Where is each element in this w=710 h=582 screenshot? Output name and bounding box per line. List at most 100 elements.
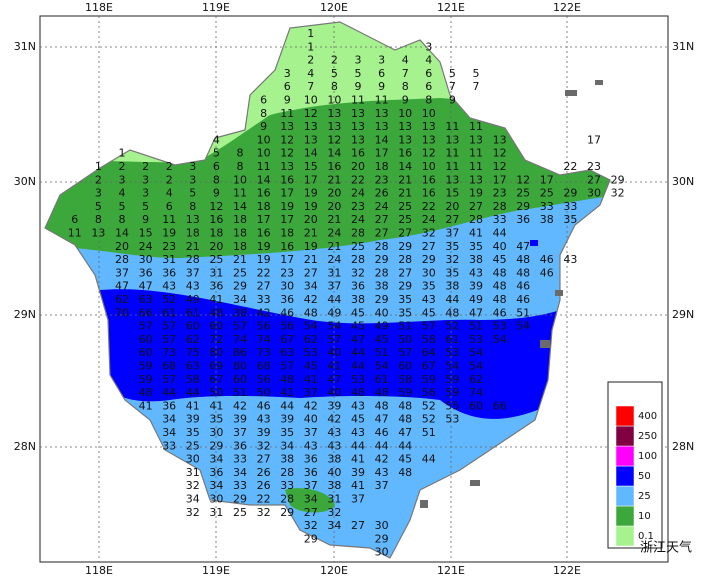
station-value: 27 (304, 506, 318, 519)
station-value: 51 (398, 320, 412, 333)
station-value: 42 (327, 413, 341, 426)
legend-label: 50 (638, 471, 651, 482)
station-value: 16 (422, 173, 436, 186)
station-value: 39 (280, 413, 294, 426)
station-value: 44 (445, 293, 459, 306)
station-value: 30 (587, 187, 601, 200)
station-value: 68 (162, 360, 176, 373)
station-value: 40 (375, 306, 389, 319)
station-value: 62 (304, 333, 318, 346)
station-value: 23 (351, 200, 365, 213)
station-value: 17 (375, 147, 389, 160)
station-value: 61 (375, 373, 389, 386)
station-value: 11 (280, 107, 294, 120)
legend-swatch (615, 485, 635, 507)
station-value: 10 (304, 94, 318, 107)
station-value: 28 (351, 227, 365, 240)
legend-label: 100 (638, 451, 657, 462)
station-value: 24 (139, 240, 153, 253)
station-value: 3 (284, 67, 291, 80)
station-value: 20 (445, 200, 459, 213)
station-value: 48 (493, 266, 507, 279)
station-value: 27 (257, 280, 271, 293)
station-value: 47 (516, 240, 530, 253)
station-value: 36 (233, 439, 247, 452)
station-value: 33 (257, 293, 271, 306)
station-value: 5 (119, 200, 126, 213)
station-value: 25 (186, 439, 200, 452)
station-value: 17 (493, 173, 507, 186)
station-value: 48 (445, 306, 459, 319)
island (555, 290, 563, 296)
station-value: 37 (186, 266, 200, 279)
station-value: 68 (257, 360, 271, 373)
station-value: 32 (257, 439, 271, 452)
station-value: 6 (166, 200, 173, 213)
station-value: 41 (209, 399, 223, 412)
station-value: 58 (186, 373, 200, 386)
station-value: 24 (422, 213, 436, 226)
station-value: 15 (304, 160, 318, 173)
lon-label-top: 121E (437, 1, 465, 14)
station-value: 5 (355, 67, 362, 80)
station-value: 33 (563, 200, 577, 213)
station-value: 33 (493, 213, 507, 226)
station-value: 35 (209, 413, 223, 426)
station-value: 19 (469, 187, 483, 200)
station-value: 44 (375, 439, 389, 452)
station-value: 2 (331, 54, 338, 67)
station-value: 17 (587, 133, 601, 146)
station-value: 13 (469, 133, 483, 146)
station-value: 38 (540, 213, 554, 226)
station-value: 13 (375, 120, 389, 133)
lon-label-top: 119E (202, 1, 230, 14)
station-value: 20 (209, 240, 223, 253)
station-value: 10 (398, 107, 412, 120)
station-value: 10 (233, 173, 247, 186)
station-value: 53 (445, 346, 459, 359)
station-value: 26 (257, 466, 271, 479)
lat-label-right: 29N (672, 308, 694, 321)
station-value: 46 (540, 253, 554, 266)
station-value: 45 (351, 320, 365, 333)
station-value: 48 (304, 306, 318, 319)
station-value: 28 (280, 466, 294, 479)
station-value: 26 (375, 187, 389, 200)
station-value: 13 (445, 133, 459, 146)
station-value: 59 (139, 373, 153, 386)
station-value: 38 (469, 253, 483, 266)
station-value: 46 (493, 306, 507, 319)
station-value: 6 (284, 80, 291, 93)
station-value: 11 (445, 160, 459, 173)
station-value: 51 (516, 306, 530, 319)
station-value: 11 (68, 227, 82, 240)
station-value: 48 (280, 373, 294, 386)
lat-label-left: 31N (14, 40, 36, 53)
station-value: 12 (516, 173, 530, 186)
station-value: 46 (375, 426, 389, 439)
station-value: 43 (186, 280, 200, 293)
station-value: 32 (422, 227, 436, 240)
station-value: 14 (375, 133, 389, 146)
station-value: 21 (327, 213, 341, 226)
station-value: 38 (375, 280, 389, 293)
station-value: 21 (233, 253, 247, 266)
station-value: 66 (493, 399, 507, 412)
station-value: 29 (233, 280, 247, 293)
station-value: 3 (142, 173, 149, 186)
station-value: 13 (351, 120, 365, 133)
station-value: 40 (493, 240, 507, 253)
station-value: 13 (327, 120, 341, 133)
station-value: 4 (402, 54, 409, 67)
station-value: 6 (71, 213, 78, 226)
station-value: 35 (445, 240, 459, 253)
station-value: 36 (162, 266, 176, 279)
legend-swatch (615, 425, 635, 447)
station-value: 4 (119, 187, 126, 200)
station-value: 1 (307, 27, 314, 40)
station-value: 44 (351, 439, 365, 452)
station-value: 21 (327, 173, 341, 186)
station-value: 9 (402, 94, 409, 107)
station-value: 27 (351, 519, 365, 532)
legend-swatch (615, 505, 635, 527)
